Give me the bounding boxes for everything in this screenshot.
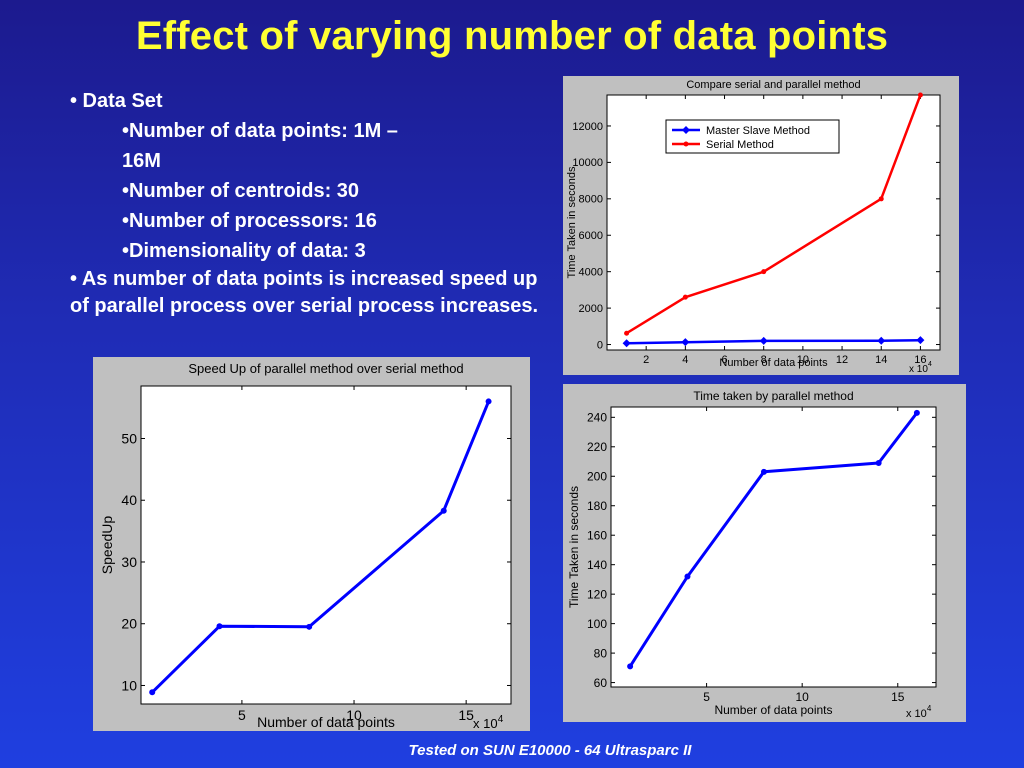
data-point-0 (916, 336, 925, 345)
data-point-0 (760, 468, 767, 475)
plot-area (610, 406, 937, 688)
bullet-data-set: • Data Set (70, 90, 163, 112)
bullet-dimensionality: •Dimensionality of data: 3 (122, 240, 366, 262)
data-point-0 (913, 409, 920, 416)
y-tick-label: 0 (597, 339, 603, 351)
y-tick-label: 240 (587, 411, 607, 425)
legend-label-1: Serial Method (706, 139, 774, 151)
y-axis-label: Time Taken in seconds (566, 166, 578, 278)
data-point-0 (149, 689, 156, 696)
x-tick-label: 5 (238, 707, 246, 723)
chart-compare-serial-parallel: Compare serial and parallel method 2 4 6 8 10… (566, 79, 941, 375)
data-point-0 (684, 573, 691, 580)
legend-marker-1 (683, 141, 689, 147)
chart-title: Speed Up of parallel method over serial … (188, 361, 463, 376)
chart-parallel-time: Time taken by parallel method 5 10 15 60 80 10… (567, 389, 937, 720)
x-multiplier: x 10 (906, 708, 927, 720)
x-tick-label: 12 (836, 354, 848, 366)
y-tick-label: 4000 (579, 267, 603, 279)
bullet-processors: •Number of processors: 16 (122, 210, 377, 232)
y-tick-label: 120 (587, 587, 607, 601)
data-point-0 (627, 663, 634, 670)
x-tick-label: 16 (914, 354, 926, 366)
y-tick-label: 100 (587, 617, 607, 631)
x-axis-label: Number of data points (257, 714, 395, 730)
y-axis-label: Time Taken in seconds (567, 486, 581, 608)
x-tick-label: 2 (643, 354, 649, 366)
data-point-0 (622, 339, 631, 348)
x-multiplier: x 10 (473, 716, 498, 731)
y-tick-label: 60 (594, 676, 608, 690)
y-tick-label: 12000 (572, 121, 603, 133)
data-point-0 (759, 336, 768, 345)
data-point-0 (440, 507, 447, 514)
chart-title: Time taken by parallel method (693, 389, 853, 403)
data-point-0 (216, 623, 223, 630)
chart-speedup-panel: Speed Up of parallel method over serial … (93, 357, 530, 731)
x-tick-label: 5 (703, 690, 710, 704)
data-point-0 (485, 398, 492, 405)
x-tick-label: 8 (761, 354, 767, 366)
y-tick-label: 80 (594, 646, 608, 660)
legend-box (665, 119, 840, 154)
x-multiplier-exponent: 4 (928, 361, 932, 368)
x-tick-label: 10 (346, 707, 362, 723)
y-tick-label: 40 (121, 492, 137, 508)
bullet-num-points: •Number of data points: 1M – (122, 120, 398, 142)
legend-marker-0 (682, 126, 690, 134)
data-point-0 (877, 336, 886, 345)
x-axis-label: Number of data points (719, 357, 828, 369)
chart-compare-panel: Compare serial and parallel method 2 4 6 8 10… (563, 76, 959, 375)
chart-speedup: Speed Up of parallel method over serial … (99, 361, 512, 731)
y-tick-label: 8000 (579, 194, 603, 206)
x-multiplier-exponent: 4 (927, 704, 932, 713)
data-point-1 (761, 269, 767, 275)
bullet-list: • Data Set •Number of data points: 1M – … (70, 86, 540, 320)
data-point-0 (681, 338, 690, 347)
x-multiplier-exponent: 4 (498, 714, 504, 725)
plot-area (140, 385, 512, 705)
y-tick-label: 200 (587, 469, 607, 483)
data-point-1 (682, 294, 688, 300)
x-tick-label: 15 (458, 707, 474, 723)
x-tick-label: 10 (795, 690, 809, 704)
y-tick-label: 30 (121, 554, 137, 570)
y-tick-label: 2000 (579, 303, 603, 315)
y-tick-label: 160 (587, 528, 607, 542)
data-point-1 (917, 92, 923, 98)
bullet-centroids: •Number of centroids: 30 (122, 180, 360, 202)
x-multiplier: x 10 (909, 364, 928, 375)
legend-label-0: Master Slave Method (706, 125, 810, 137)
y-tick-label: 140 (587, 558, 607, 572)
x-tick-label: 6 (721, 354, 727, 366)
bullet-observation: • As number of data points is increased … (70, 268, 539, 317)
y-tick-label: 220 (587, 440, 607, 454)
slide-title: Effect of varying number of data points (135, 14, 889, 58)
data-point-0 (875, 460, 882, 466)
x-tick-label: 14 (875, 354, 887, 366)
footer-note: Tested on SUN E10000 - 64 Ultrasparc II (408, 742, 692, 759)
y-tick-label: 20 (121, 616, 137, 632)
chart-parallel-time-panel: Time taken by parallel method 5 10 15 60 80 10… (563, 384, 966, 722)
data-point-0 (306, 623, 313, 630)
y-axis-label: SpeedUp (99, 516, 115, 575)
chart-title: Compare serial and parallel method (686, 79, 860, 91)
y-tick-label: 10 (121, 677, 137, 693)
y-tick-label: 10000 (572, 157, 603, 169)
x-tick-label: 10 (797, 354, 809, 366)
y-tick-label: 6000 (579, 230, 603, 242)
bullet-num-points-cont: 16M (122, 150, 161, 172)
y-tick-label: 180 (587, 499, 607, 513)
x-axis-label: Number of data points (714, 703, 832, 717)
data-point-1 (878, 196, 884, 202)
data-point-1 (624, 330, 630, 336)
x-tick-label: 15 (891, 690, 905, 704)
y-tick-label: 50 (121, 430, 137, 446)
x-tick-label: 4 (682, 354, 688, 366)
